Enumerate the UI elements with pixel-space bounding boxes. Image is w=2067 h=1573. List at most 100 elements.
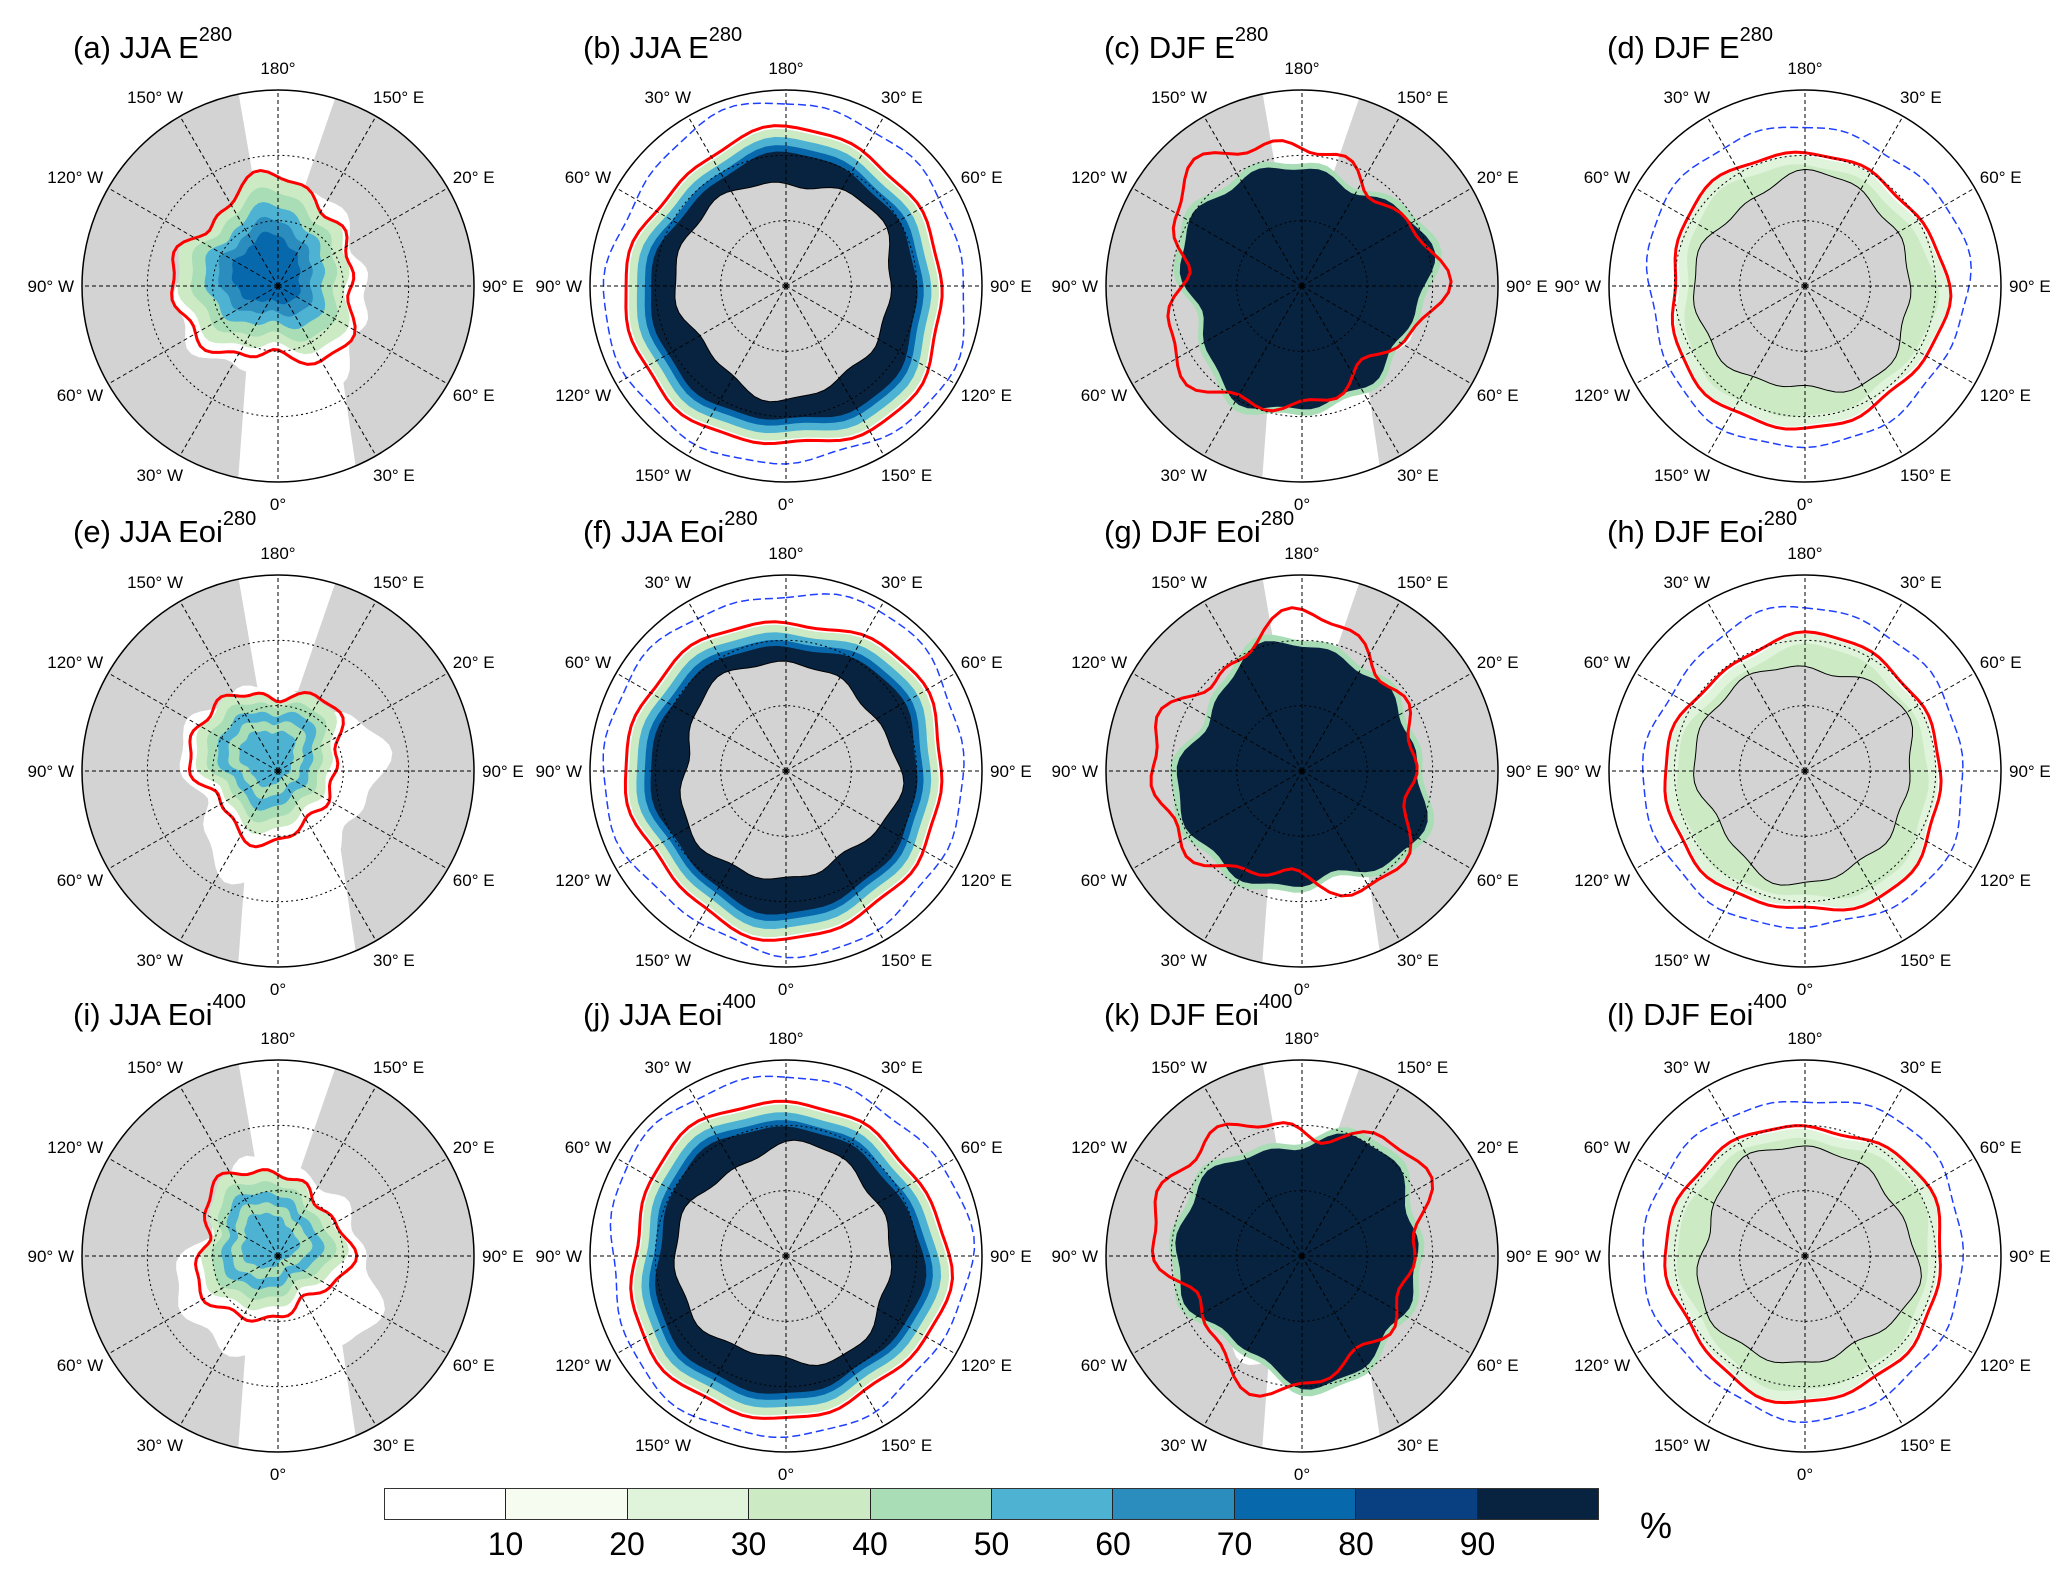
observed-ice-edge-line	[1641, 605, 1964, 930]
longitude-label: 180°	[768, 544, 803, 563]
longitude-label: 120° E	[1980, 386, 2031, 405]
meridian-line	[179, 116, 279, 287]
meridian-line	[1203, 116, 1303, 287]
longitude-label: 60° E	[961, 653, 1003, 672]
longitude-label: 120° E	[961, 386, 1012, 405]
meridian-line	[785, 116, 885, 287]
panel-title: (i) JJA Eoi400	[73, 991, 246, 1033]
panel-title: (l) DJF Eoi400	[1607, 991, 1787, 1033]
sea-ice-contour	[195, 692, 337, 835]
meridian-line	[785, 601, 885, 772]
longitude-label: 150° E	[1397, 573, 1448, 592]
atlantic-ocean	[1262, 346, 1382, 482]
latitude-circle	[1170, 154, 1434, 418]
meridian-line	[1132, 187, 1303, 287]
colorbar-tick-label: 30	[730, 1526, 767, 1562]
longitude-label: 180°	[1284, 59, 1319, 78]
pacific-ocean	[238, 1060, 338, 1176]
meridian-line	[1635, 672, 1806, 772]
latitude-circle	[212, 705, 344, 837]
colorbar-tick-label: 60	[1095, 1526, 1131, 1562]
longitude-label: 180°	[768, 1029, 803, 1048]
map-content	[1609, 575, 2001, 967]
observed-ice-edge-line	[602, 102, 965, 465]
panel-title-superscript: 280	[708, 24, 743, 46]
map-content	[1609, 90, 2001, 482]
meridian-line	[1203, 1086, 1303, 1257]
longitude-label: 90° W	[1052, 1247, 1098, 1266]
longitude-label: 30° W	[137, 1436, 183, 1455]
sea-ice-contour	[1676, 1137, 1929, 1391]
colorbar-segment	[627, 1489, 750, 1519]
meridian-line	[1132, 1255, 1303, 1355]
sea-ice-contour	[1173, 161, 1442, 416]
longitude-label: 120° E	[961, 1356, 1012, 1375]
meridian-line	[1203, 770, 1303, 941]
longitude-label: 30° W	[1664, 88, 1710, 107]
longitude-label: 30° E	[881, 573, 923, 592]
sea-ice-contour	[211, 1181, 337, 1300]
sea-ice-contour	[1667, 1128, 1938, 1401]
longitude-label: 150° W	[1151, 88, 1207, 107]
sea-ice-contour	[644, 145, 924, 426]
meridian-line	[1301, 1255, 1472, 1355]
latitude-circle	[654, 1124, 918, 1388]
longitude-label: 0°	[1294, 980, 1310, 999]
pacific-ocean	[238, 90, 338, 206]
map-border	[1105, 574, 1499, 968]
map-border	[81, 1059, 475, 1453]
meridian-line	[1804, 1157, 1975, 1257]
meridian-line	[1132, 1157, 1303, 1257]
meridian-line	[1804, 187, 1975, 287]
colorbar-segment	[870, 1489, 993, 1519]
meridian-line	[1203, 285, 1303, 456]
meridian-line	[1635, 187, 1806, 287]
colorbar-tick-label: 20	[609, 1526, 645, 1562]
panel-title-text: (j) JJA Eoi	[583, 997, 723, 1032]
map-content	[1106, 1060, 1498, 1452]
longitude-label: 20° E	[453, 1138, 495, 1157]
map-content	[82, 575, 474, 967]
sea-ice-contour	[644, 639, 924, 921]
longitude-label: 0°	[1797, 1465, 1813, 1484]
longitude-label: 60° W	[565, 653, 611, 672]
pacific-ocean	[238, 575, 338, 691]
meridian-line	[1132, 285, 1303, 385]
meridian-line	[277, 285, 448, 385]
arctic-ocean	[176, 1155, 385, 1357]
ice-edge-15-line	[1670, 150, 1953, 431]
map-content	[1609, 1060, 2001, 1452]
panel-title-superscript: 280	[222, 508, 257, 530]
longitude-label: 90° E	[482, 1247, 524, 1266]
meridian-line	[108, 770, 279, 870]
ice-edge-15-line	[1166, 139, 1453, 413]
meridian-line	[1301, 187, 1472, 287]
longitude-label: 150° W	[635, 951, 691, 970]
longitude-label: 30° E	[1900, 88, 1942, 107]
colorbar-tick-label: 70	[1216, 1526, 1253, 1562]
atlantic-ocean	[238, 346, 358, 482]
meridian-line	[687, 1255, 787, 1426]
colorbar-segment	[1113, 1489, 1235, 1519]
map-content	[1106, 90, 1498, 482]
colorbar-tick-label: 40	[852, 1526, 888, 1562]
longitude-label: 30° W	[1161, 1436, 1207, 1455]
latitude-circle	[212, 1190, 344, 1322]
longitude-label: 0°	[1294, 495, 1310, 514]
arctic-ocean	[1197, 675, 1393, 893]
latitude-circle	[1673, 1124, 1937, 1388]
arctic-ocean	[179, 685, 393, 885]
meridian-line	[1706, 1086, 1806, 1257]
meridian-line	[108, 187, 279, 287]
meridian-line	[1301, 116, 1401, 287]
arctic-ocean	[1206, 1168, 1419, 1366]
longitude-label: 60° E	[453, 871, 495, 890]
longitude-label: 90° W	[28, 1247, 74, 1266]
observed-ice-edge-line	[1642, 1100, 1965, 1424]
sea-ice-contour	[241, 1212, 301, 1269]
longitude-label: 20° E	[1477, 1138, 1519, 1157]
